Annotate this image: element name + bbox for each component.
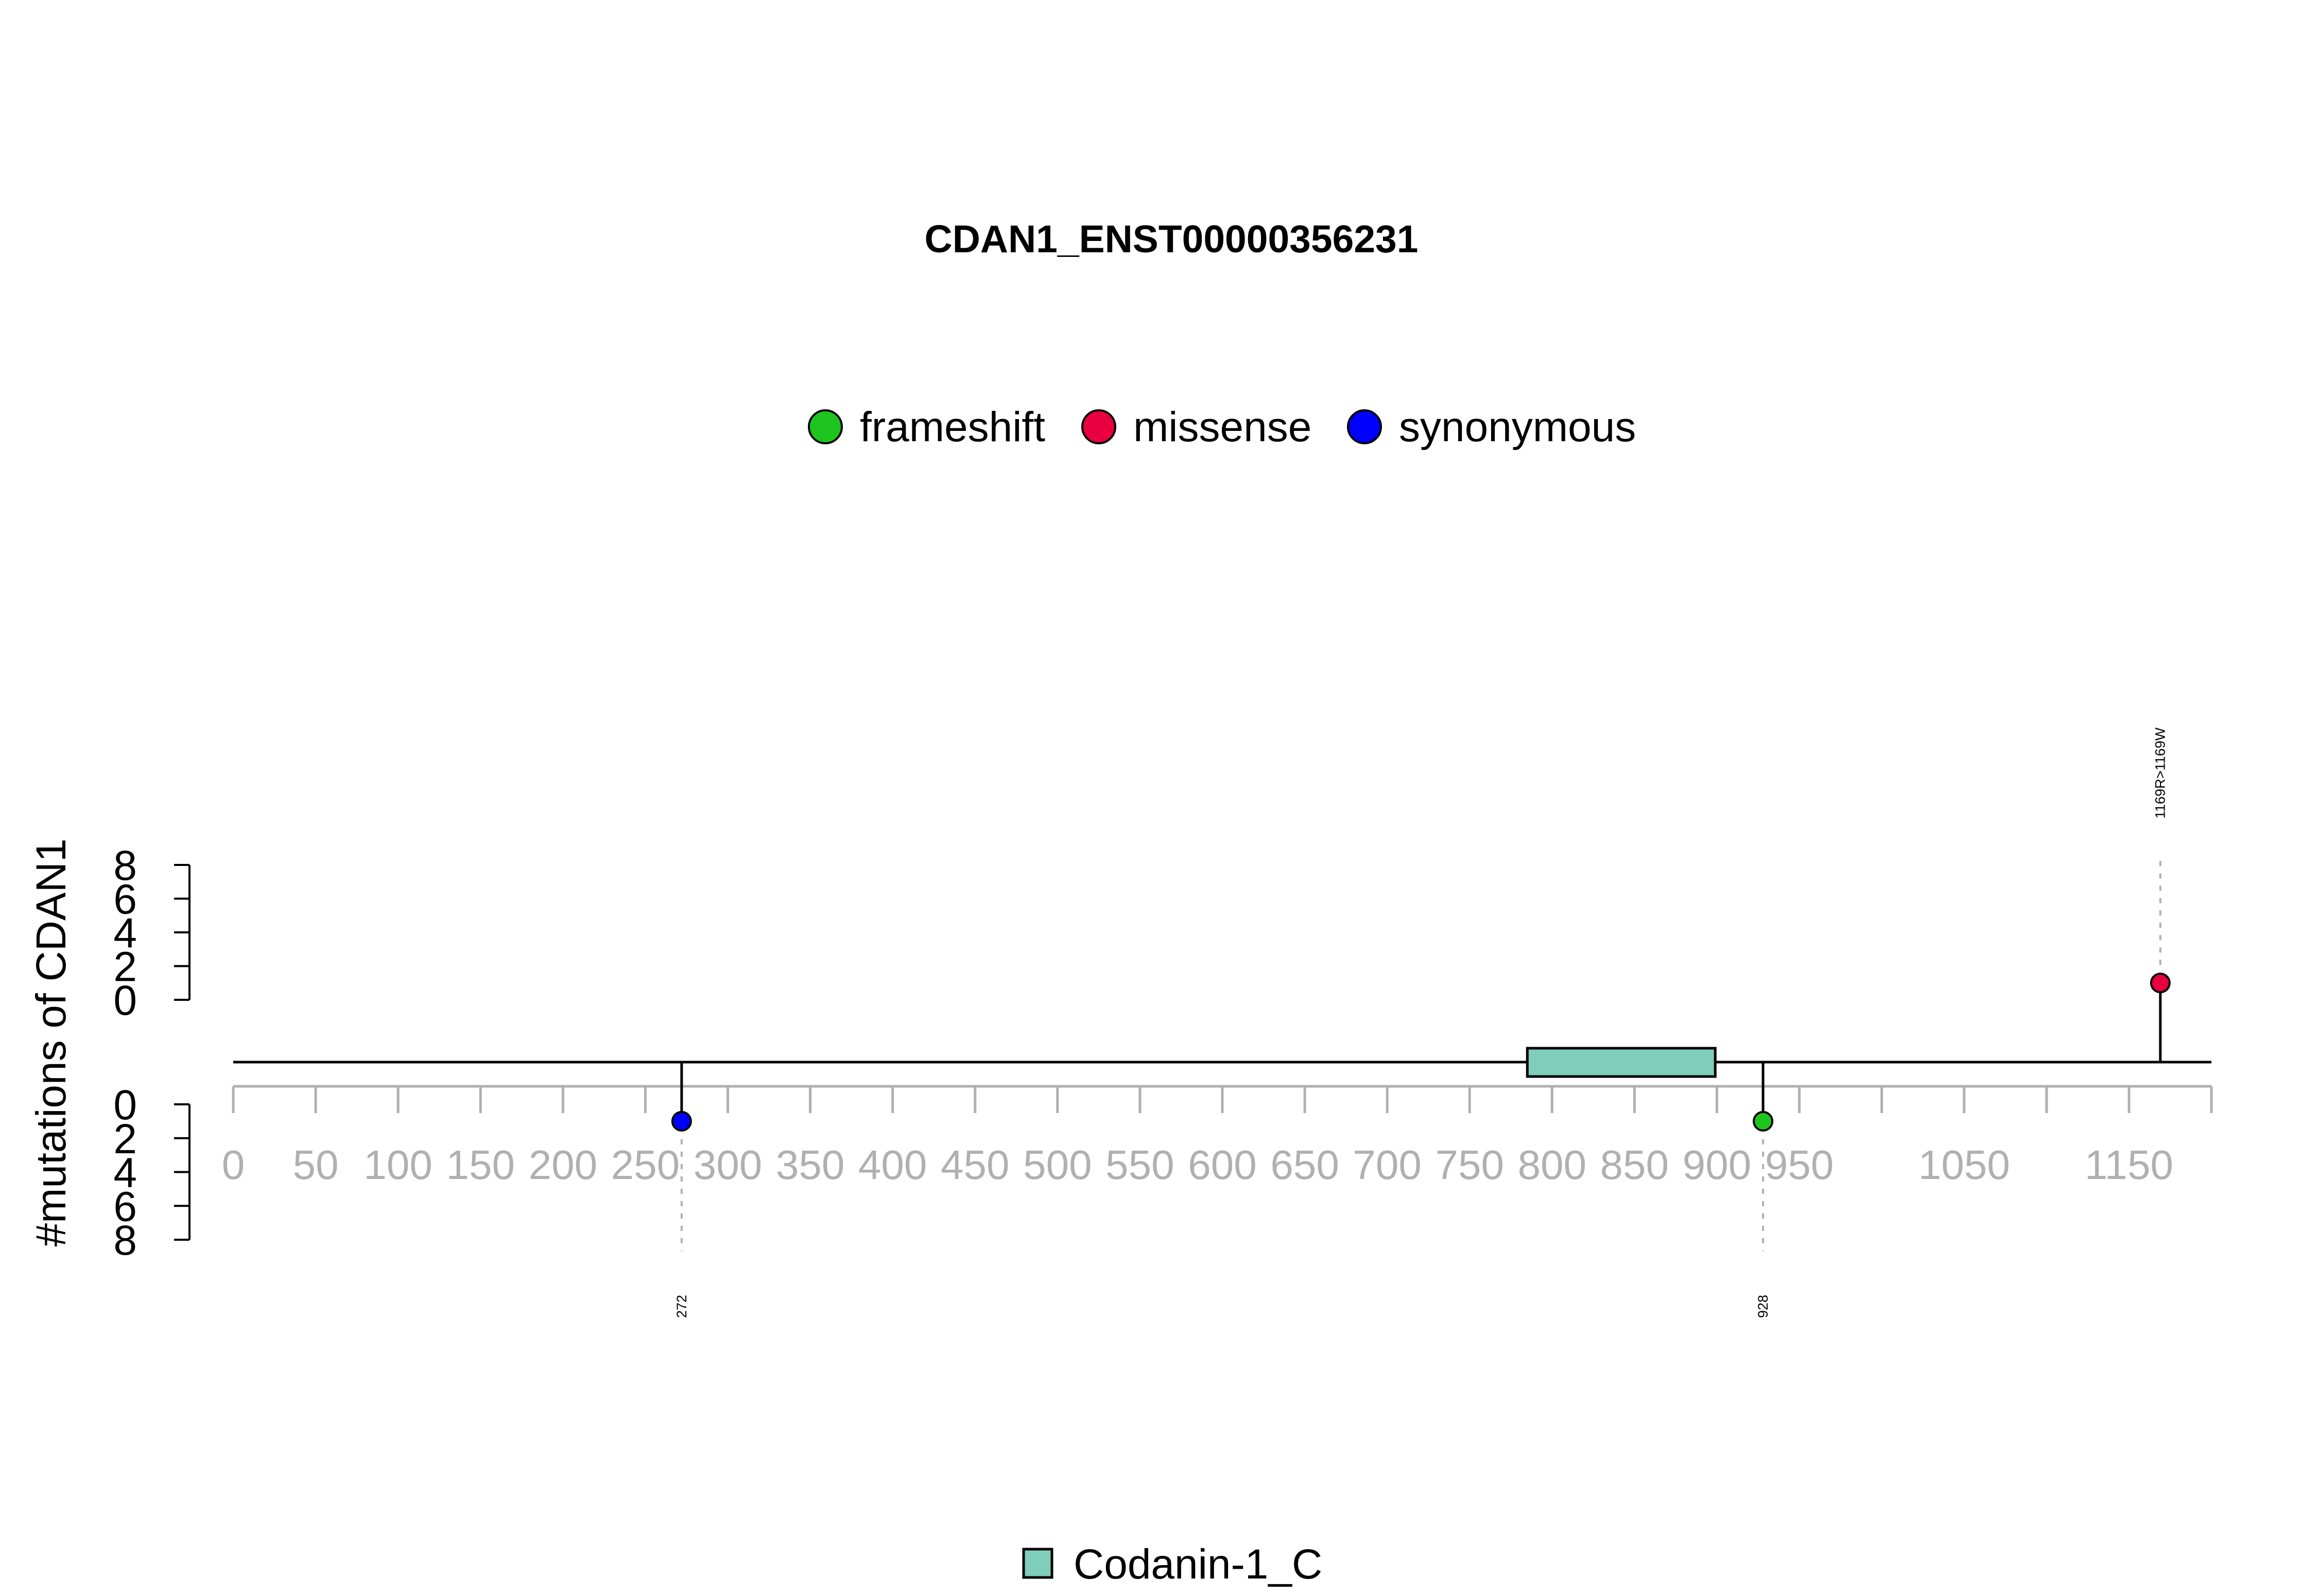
legend-marker-missense [1081,409,1116,444]
mutation-point-missense [2150,973,2171,994]
upper-y-tick-label: 4 [113,910,137,957]
position-tick-label: 200 [529,1142,597,1188]
position-tick-label: 300 [694,1142,762,1188]
position-tick-label: 950 [1765,1142,1834,1188]
mutation-point-synonymous [671,1111,692,1132]
upper-y-tick-label: 0 [113,977,137,1024]
position-tick-label: 650 [1270,1142,1339,1188]
mutation-label: 272 [674,1295,689,1318]
position-tick-label: 1050 [1918,1142,2010,1188]
legend-label-missense: missense [1133,404,1311,450]
chart-title: CDAN1_ENST00000356231 [925,217,1419,261]
position-tick-label: 150 [446,1142,515,1188]
position-tick-label: 900 [1683,1142,1751,1188]
lower-y-tick-label: 8 [113,1217,137,1264]
mutation-label: 1169R>1169W [2153,727,2168,819]
legend-label-frameshift: frameshift [860,404,1045,450]
position-tick-label: 700 [1353,1142,1421,1188]
upper-y-tick-label: 6 [113,876,137,923]
position-tick-label: 400 [858,1142,927,1188]
position-tick-label: 350 [776,1142,844,1188]
position-tick-label: 100 [364,1142,432,1188]
position-tick-label: 500 [1023,1142,1092,1188]
mutation-label: 928 [1755,1295,1771,1318]
position-tick-label: 850 [1600,1142,1669,1188]
position-tick-label: 550 [1105,1142,1174,1188]
legend-marker-synonymous [1347,409,1382,444]
legend-label-synonymous: synonymous [1399,404,1636,450]
position-tick-label: 50 [293,1142,339,1188]
lower-y-tick-label: 4 [113,1150,137,1196]
position-tick-label: 750 [1436,1142,1504,1188]
mutation-point-frameshift [1753,1111,1774,1132]
legend: frameshift missense synonymous [808,404,1636,450]
upper-y-tick-label: 8 [113,842,137,889]
lower-y-tick-label: 6 [113,1183,137,1230]
position-tick-label: 600 [1188,1142,1256,1188]
position-tick-label: 250 [611,1142,680,1188]
position-tick-label: 0 [222,1142,245,1188]
position-tick-label: 800 [1518,1142,1586,1188]
domain-legend: Codanin-1_C [1022,1541,1322,1588]
domain-Codanin-1_C [1526,1047,1717,1078]
upper-y-tick-label: 2 [113,944,137,991]
domain-legend-swatch [1022,1548,1053,1579]
position-tick-label: 450 [941,1142,1009,1188]
lower-y-tick-label: 0 [113,1082,137,1129]
legend-marker-frameshift [808,409,843,444]
y-axis-label: #mutations of CDAN1 [28,838,75,1246]
position-tick-label: 1150 [2085,1142,2173,1188]
domain-legend-label: Codanin-1_C [1074,1541,1322,1588]
lower-y-tick-label: 2 [113,1116,137,1163]
